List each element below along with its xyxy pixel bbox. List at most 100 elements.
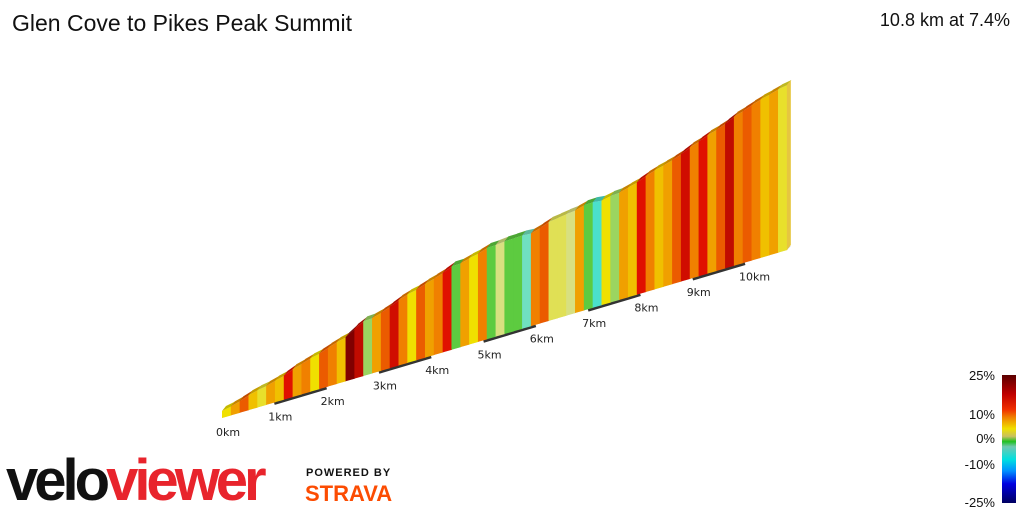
gradient-segment — [460, 258, 470, 348]
gradient-segment — [248, 390, 258, 411]
gradient-segment — [592, 200, 603, 308]
gradient-segment — [575, 205, 585, 314]
gradient-segment — [672, 154, 682, 285]
segment-top-face — [398, 289, 412, 301]
gradient-segment — [778, 85, 788, 253]
gradient-segment — [469, 253, 479, 345]
segment-top-face — [274, 370, 289, 381]
segment-top-face — [707, 124, 721, 136]
gradient-segment — [689, 141, 700, 279]
segment-top-face — [513, 230, 527, 239]
segment-top-face — [486, 240, 501, 248]
gradient-segment — [336, 337, 347, 384]
segment-top-face — [575, 200, 589, 211]
segment-top-face — [442, 261, 457, 274]
gradient-segment — [372, 312, 382, 374]
x-tick-label: 8km — [634, 302, 658, 315]
segment-top-face — [477, 242, 492, 254]
segment-top-face — [566, 205, 580, 215]
gradient-segment — [680, 147, 691, 282]
gradient-segment — [548, 218, 558, 321]
segment-top-face — [716, 118, 730, 130]
segment-top-face — [354, 316, 368, 329]
segment-top-face — [336, 332, 351, 343]
x-tick-label: 6km — [530, 333, 554, 346]
segment-top-face — [583, 197, 598, 206]
gradient-segment — [619, 187, 629, 300]
page-title: Glen Cove to Pikes Peak Summit — [12, 10, 353, 36]
segment-top-face — [548, 213, 562, 223]
gradient-legend-bar — [1002, 375, 1016, 503]
segment-top-face — [416, 278, 430, 290]
strava-logo[interactable]: STRAVA — [305, 481, 393, 506]
gradient-segment — [610, 192, 620, 303]
segment-top-face — [230, 396, 245, 407]
segment-top-face — [592, 195, 607, 203]
gradient-segment — [486, 245, 497, 340]
climb-summary: 10.8 km at 7.4% — [879, 10, 1010, 30]
gradient-segment — [495, 241, 506, 337]
segment-top-face — [689, 136, 704, 148]
gradient-segment — [522, 233, 532, 329]
x-tick-label: 4km — [425, 364, 449, 377]
gradient-segment — [760, 94, 770, 258]
segment-top-face — [239, 390, 254, 402]
segment-top-face — [451, 258, 465, 267]
segment-top-face — [530, 222, 545, 234]
gradient-segment — [266, 380, 276, 405]
gradient-segment — [380, 306, 391, 371]
segment-top-face — [372, 307, 386, 319]
segment-top-face — [725, 111, 739, 124]
gradient-segment — [539, 222, 550, 324]
gradient-segment — [663, 160, 673, 287]
gradient-segment — [424, 278, 435, 358]
gradient-segment — [477, 247, 488, 342]
segment-top-face — [636, 170, 651, 183]
segment-top-face — [319, 342, 333, 354]
legend-label: 25% — [968, 368, 995, 383]
segment-top-face — [698, 130, 713, 142]
gradient-segment — [566, 210, 576, 316]
x-tick-label: 10km — [739, 271, 770, 284]
gradient-segment — [319, 347, 329, 390]
logo-velo: velo — [6, 448, 110, 513]
gradient-segment — [433, 273, 444, 356]
gradient-segment — [292, 363, 303, 398]
segment-top-face — [769, 84, 783, 95]
legend-label: -25% — [964, 495, 995, 510]
legend-label: 0% — [976, 431, 995, 446]
x-tick-label: 1km — [268, 410, 292, 423]
gradient-segment — [222, 406, 232, 418]
gradient-segment — [530, 227, 541, 327]
gradient-segment — [716, 123, 726, 272]
segment-top-face — [539, 217, 554, 228]
segment-top-face — [557, 209, 571, 219]
segment-top-face — [327, 337, 342, 348]
km-bar — [587, 293, 641, 312]
km-bar — [483, 324, 537, 343]
gradient-segment — [389, 300, 400, 369]
segment-top-face — [733, 106, 748, 117]
legend-label: 10% — [968, 407, 995, 422]
profile-end-face — [786, 80, 791, 251]
gradient-segment — [301, 358, 311, 395]
segment-top-face — [504, 233, 518, 242]
gradient-segment — [583, 202, 594, 311]
gradient-segment — [416, 283, 426, 361]
x-tick-label: 9km — [687, 286, 711, 299]
veloviewer-logo[interactable]: veloviewer — [6, 452, 267, 510]
gradient-segment — [257, 385, 267, 408]
segment-top-face — [760, 89, 774, 100]
km-bar — [273, 386, 328, 405]
gradient-segment — [345, 328, 355, 382]
x-tick-label: 3km — [373, 379, 397, 392]
gradient-segment — [645, 170, 656, 293]
gradient-segment — [627, 182, 638, 298]
segment-top-face — [663, 155, 677, 166]
segment-top-face — [751, 94, 765, 106]
gradient-segment — [327, 342, 338, 387]
x-tick-label: 0km — [216, 426, 240, 439]
gradient-segment — [363, 318, 373, 377]
segment-top-face — [407, 284, 421, 295]
